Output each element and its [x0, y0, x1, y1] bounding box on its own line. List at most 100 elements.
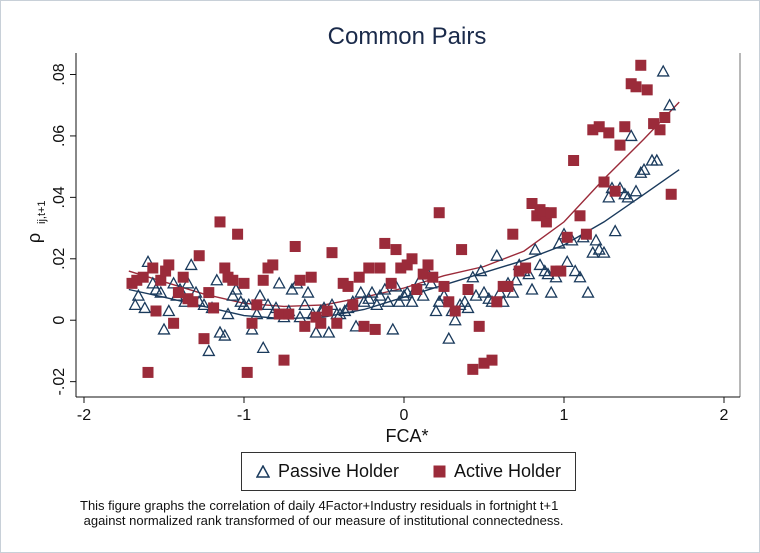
passive-point [573, 270, 587, 283]
passive-point [663, 98, 677, 111]
active-point [520, 262, 532, 274]
passive-point [354, 285, 368, 298]
square-icon [433, 465, 446, 478]
active-point [491, 296, 503, 308]
active-point [177, 271, 189, 283]
passive-point [533, 258, 547, 271]
active-point [598, 176, 610, 188]
passive-point [490, 248, 504, 261]
passive-point [373, 288, 387, 301]
active-point [473, 320, 485, 332]
active-point [449, 305, 461, 317]
passive-point [461, 301, 475, 314]
y-tick-label: .02 [51, 248, 68, 270]
active-point [385, 277, 397, 289]
active-point [635, 59, 647, 71]
passive-point [560, 255, 574, 268]
active-point [545, 207, 557, 219]
active-point [568, 155, 580, 166]
passive-point [586, 245, 600, 258]
active-point [155, 274, 167, 286]
passive-point [229, 282, 243, 295]
passive-point [293, 310, 307, 323]
active-point [462, 284, 474, 295]
passive-point [202, 344, 216, 357]
passive-point [458, 294, 472, 307]
active-point [603, 127, 615, 139]
passive-point [474, 264, 488, 277]
active-point [531, 210, 543, 222]
passive-point [298, 298, 312, 311]
active-point [619, 121, 631, 133]
y-tick-label: .08 [51, 63, 68, 85]
passive-point [154, 285, 168, 298]
passive-point [397, 288, 411, 301]
active-point [347, 299, 359, 311]
active-point [427, 271, 439, 283]
triangle-icon [255, 465, 270, 478]
active-point [358, 320, 370, 332]
active-point [353, 271, 365, 283]
active-point [574, 210, 586, 222]
active-point [273, 308, 285, 320]
passive-point [365, 285, 379, 298]
passive-point [210, 273, 224, 286]
active-point [187, 296, 199, 308]
passive-point [197, 298, 211, 311]
passive-point [466, 270, 480, 283]
active-point [208, 302, 220, 314]
active-point [374, 262, 386, 274]
active-point [609, 185, 621, 197]
passive-point [256, 341, 270, 354]
passive-point [226, 288, 240, 301]
passive-point [261, 298, 275, 311]
active-point [219, 262, 231, 274]
passive-point [253, 288, 267, 301]
active-point [641, 84, 653, 96]
active-point [411, 284, 423, 295]
legend-label-passive: Passive Holder [277, 461, 399, 481]
active-point [137, 271, 149, 283]
y-axis-title-main: ρ [24, 233, 44, 243]
active-point [456, 244, 468, 256]
active-point [654, 124, 666, 136]
passive-point [506, 285, 520, 298]
x-tick-label: -1 [237, 407, 251, 424]
passive-point [301, 285, 315, 298]
active-point [486, 354, 498, 366]
active-point [478, 357, 490, 369]
axes: -2 -1 0 1 2 -.02 0 .02 .04 .06 .08 [51, 53, 741, 424]
active-point [246, 317, 258, 329]
active-point [321, 305, 333, 317]
passive-point [370, 298, 384, 311]
legend-item-active: Active Holder [433, 461, 561, 482]
passive-point [400, 285, 414, 298]
active-point [289, 241, 301, 252]
active-point [267, 259, 279, 271]
passive-point [181, 276, 195, 289]
passive-point [378, 282, 392, 295]
passive-point [285, 282, 299, 295]
passive-point [442, 331, 456, 344]
active-point [278, 354, 290, 366]
active-point [593, 121, 605, 133]
x-tick-label: 2 [720, 407, 729, 424]
active-point [401, 259, 413, 271]
passive-point [624, 129, 638, 142]
fit-line-active [128, 101, 680, 308]
data-points [126, 59, 677, 378]
passive-point [424, 276, 438, 289]
passive-point [528, 242, 542, 255]
passive-point [131, 288, 145, 301]
passive-point [568, 264, 582, 277]
active-point [390, 244, 402, 256]
passive-point [386, 322, 400, 335]
y-axis-title-sub: ij,t+1 [36, 200, 48, 224]
active-point [433, 207, 445, 219]
active-point [561, 231, 573, 243]
active-point [241, 366, 253, 378]
passive-point [184, 258, 198, 271]
passive-point [602, 190, 616, 203]
active-point [160, 265, 172, 277]
passive-point [429, 304, 443, 317]
